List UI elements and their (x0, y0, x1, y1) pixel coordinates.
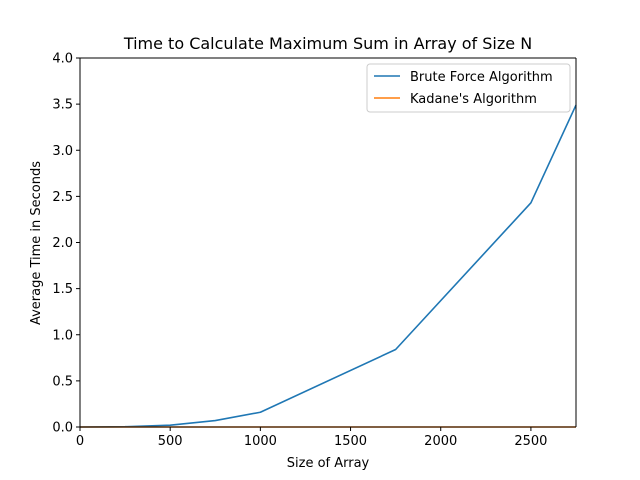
chart-title: Time to Calculate Maximum Sum in Array o… (123, 34, 532, 53)
x-tick-label: 2000 (424, 434, 457, 449)
y-axis-label: Average Time in Seconds (29, 161, 44, 325)
legend-box (366, 63, 571, 113)
y-tick-label: 0.5 (52, 374, 73, 389)
y-tick-label: 2.0 (52, 236, 73, 251)
x-tick-label: 500 (158, 434, 183, 449)
y-tick-label: 1.0 (52, 328, 73, 343)
y-tick-label: 3.5 (52, 98, 73, 113)
x-axis-ticks: 0 500 1000 1500 2000 2500 (76, 427, 547, 449)
y-tick-label: 1.5 (52, 282, 73, 297)
y-tick-label: 3.0 (52, 144, 73, 159)
y-axis-ticks: 0.0 0.5 1.0 1.5 2.0 2.5 3.0 3.5 4.0 (52, 52, 80, 436)
y-tick-label: 4.0 (52, 52, 73, 67)
legend-label-kadane: Kadane's Algorithm (410, 92, 537, 107)
x-tick-label: 1000 (244, 434, 277, 449)
x-axis-label: Size of Array (287, 456, 370, 471)
y-tick-label: 0.0 (52, 421, 73, 436)
x-tick-label: 0 (76, 434, 84, 449)
legend: Brute Force Algorithm Kadane's Algorithm (366, 63, 571, 113)
x-tick-label: 2500 (514, 434, 547, 449)
y-tick-label: 2.5 (52, 190, 73, 205)
legend-label-brute-force: Brute Force Algorithm (410, 70, 553, 85)
plot-area (80, 58, 576, 427)
x-tick-label: 1500 (334, 434, 367, 449)
